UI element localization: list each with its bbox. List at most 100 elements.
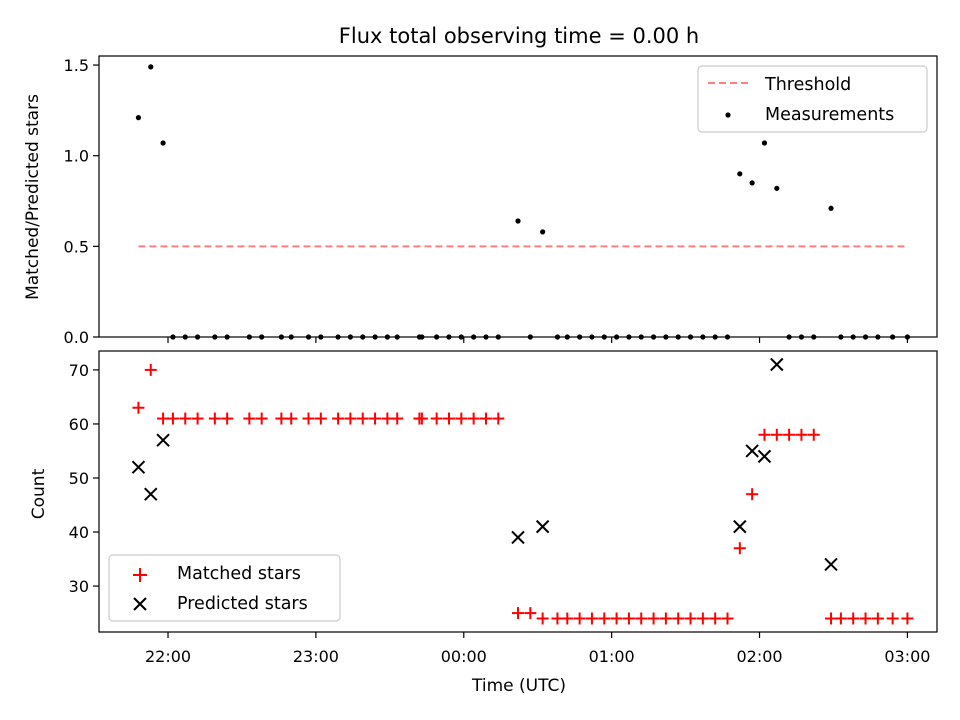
matched-star-point bbox=[536, 612, 549, 625]
bottom-y-tick-label: 60 bbox=[69, 415, 89, 434]
bottom-panel: 30 40 50 60 70 22:00 23:00 00:00 01:00 02:00 03:0… bbox=[29, 350, 938, 696]
top-y-tick-label: 0.5 bbox=[64, 237, 89, 256]
predicted-star-point bbox=[757, 449, 772, 464]
predicted-star-point bbox=[770, 357, 784, 372]
matched-star-point bbox=[746, 488, 759, 501]
bottom-y-axis-label: Count bbox=[29, 468, 49, 519]
measurement-point bbox=[160, 140, 166, 146]
matched-star-point bbox=[132, 401, 145, 414]
matched-star-point bbox=[622, 612, 635, 625]
matched-star-point bbox=[221, 412, 234, 425]
predicted-star-point bbox=[144, 487, 158, 501]
x-tick-label: 22:00 bbox=[145, 647, 191, 666]
measurement-point bbox=[774, 185, 780, 191]
matched-star-point bbox=[302, 412, 315, 425]
matched-star-point bbox=[356, 412, 369, 425]
x-axis-label: Time (UTC) bbox=[471, 676, 566, 696]
matched-star-point bbox=[783, 428, 796, 441]
bottom-y-tick-label: 50 bbox=[69, 469, 89, 488]
matched-star-point bbox=[455, 412, 468, 425]
measurement-point bbox=[540, 229, 546, 235]
legend-predicted-label: Predicted stars bbox=[177, 594, 308, 614]
matched-star-point bbox=[859, 612, 872, 625]
top-y-tick-label: 1.5 bbox=[64, 56, 89, 75]
x-tick-label: 00:00 bbox=[441, 647, 487, 666]
matched-star-point bbox=[208, 412, 221, 425]
predicted-star-point bbox=[733, 519, 747, 534]
matched-star-point bbox=[314, 412, 327, 425]
matched-star-point bbox=[647, 612, 660, 625]
matched-star-point bbox=[795, 428, 808, 441]
measurement-point bbox=[148, 64, 154, 70]
count-layer bbox=[131, 357, 914, 625]
matched-star-point bbox=[672, 612, 685, 625]
matched-star-point bbox=[709, 612, 722, 625]
legend-predicted-marker bbox=[133, 597, 147, 611]
matched-star-point bbox=[886, 612, 899, 625]
bottom-y-tick-label: 40 bbox=[69, 523, 89, 542]
bottom-y-tick-label: 30 bbox=[69, 577, 89, 596]
x-tick-label: 03:00 bbox=[884, 647, 930, 666]
matched-star-point bbox=[834, 612, 847, 625]
matched-star-point bbox=[243, 412, 256, 425]
top-x-ticks bbox=[167, 337, 909, 343]
top-legend: Threshold Measurements bbox=[697, 65, 928, 133]
predicted-star-point bbox=[156, 433, 170, 447]
top-panel: 0.0 0.5 1.0 1.5 Matched/Predicted stars Thr… bbox=[23, 55, 938, 347]
chart-title: Flux total observing time = 0.00 h bbox=[339, 24, 699, 48]
predicted-star-point bbox=[745, 444, 759, 458]
predicted-star-point bbox=[535, 519, 550, 534]
matched-star-point bbox=[524, 607, 537, 620]
matched-star-point bbox=[871, 612, 884, 625]
matched-star-point bbox=[479, 412, 492, 425]
measurement-point bbox=[761, 140, 768, 146]
top-y-tick-label: 1.0 bbox=[64, 147, 89, 166]
matched-star-point bbox=[430, 412, 443, 425]
x-tick-label: 02:00 bbox=[736, 647, 782, 666]
matched-star-point bbox=[492, 412, 505, 425]
matched-star-point bbox=[684, 612, 697, 625]
matched-star-point bbox=[561, 612, 574, 625]
matched-star-point bbox=[332, 412, 345, 425]
matched-star-point bbox=[179, 412, 192, 425]
x-tick-label: 23:00 bbox=[293, 647, 339, 666]
matched-star-point bbox=[807, 428, 820, 441]
matched-star-point bbox=[467, 412, 480, 425]
matched-star-point bbox=[369, 412, 382, 425]
matched-star-point bbox=[285, 412, 298, 425]
measurement-point bbox=[515, 218, 521, 224]
measurement-point bbox=[737, 171, 743, 177]
matched-star-point bbox=[415, 412, 428, 425]
measurement-point bbox=[135, 115, 142, 121]
bottom-y-tick-label: 70 bbox=[69, 361, 89, 380]
legend-matched-label: Matched stars bbox=[177, 564, 301, 584]
matched-star-point bbox=[585, 612, 598, 625]
x-tick-label: 01:00 bbox=[589, 647, 635, 666]
predicted-star-point bbox=[824, 557, 838, 572]
matched-star-point bbox=[144, 363, 157, 376]
matched-star-point bbox=[696, 612, 709, 625]
matched-star-point bbox=[770, 428, 783, 441]
matched-star-point bbox=[442, 412, 455, 425]
matched-star-point bbox=[573, 612, 586, 625]
legend-measurement-marker bbox=[725, 112, 731, 118]
top-y-axis-label: Matched/Predicted stars bbox=[23, 94, 43, 300]
matched-star-point bbox=[901, 612, 914, 625]
top-legend-box bbox=[697, 65, 928, 133]
matched-star-point bbox=[758, 428, 771, 441]
matched-star-point bbox=[733, 542, 746, 555]
bottom-y-ticks: 30 40 50 60 70 bbox=[69, 361, 99, 596]
matched-star-point bbox=[391, 412, 404, 425]
measurement-point bbox=[828, 205, 834, 211]
matched-star-point bbox=[512, 607, 524, 620]
bottom-legend: Matched stars Predicted stars bbox=[108, 554, 341, 622]
matched-star-point bbox=[610, 612, 623, 625]
matched-star-point bbox=[635, 612, 648, 625]
matched-star-point bbox=[166, 412, 179, 425]
legend-measurements-label: Measurements bbox=[765, 105, 894, 125]
legend-threshold-label: Threshold bbox=[764, 75, 851, 95]
measurement-point bbox=[749, 180, 755, 186]
matched-star-point bbox=[598, 612, 611, 625]
matched-star-point bbox=[659, 612, 672, 625]
